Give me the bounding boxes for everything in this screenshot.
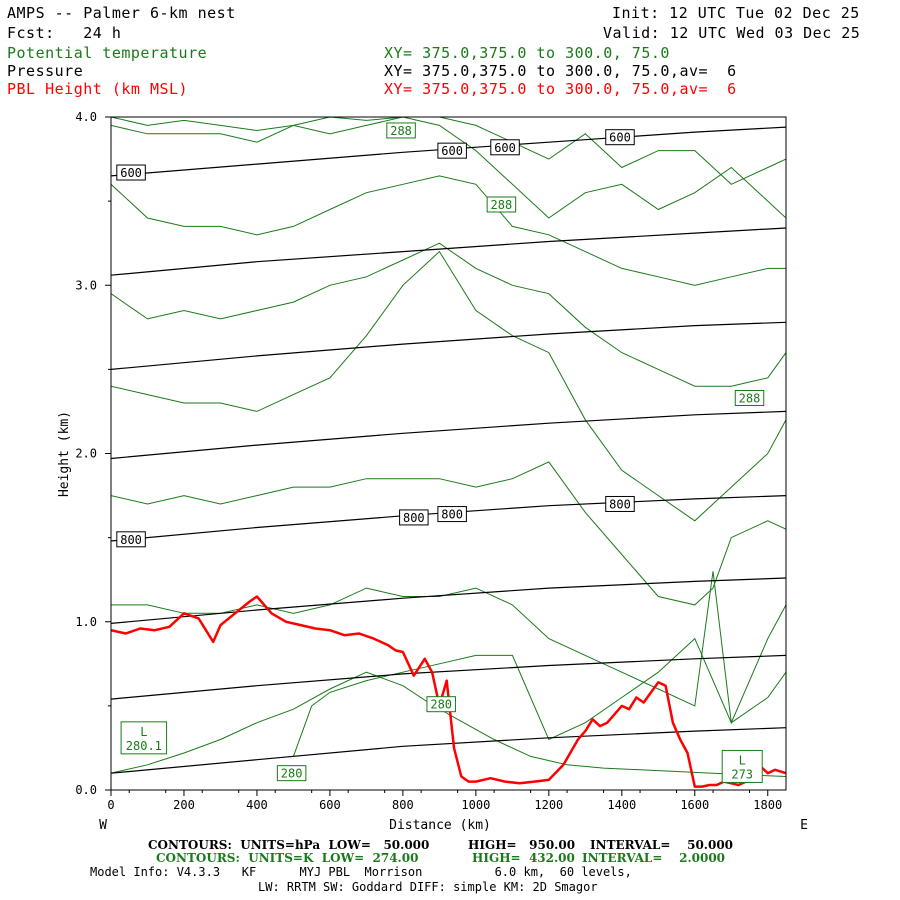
y-tick-label: 1.0 [75,615,97,629]
pressure-label: 600 [437,142,467,159]
pbl-height-line [111,595,786,788]
svg-text:L: L [140,725,147,739]
svg-text:273: 273 [731,767,753,781]
theta-contour-line [111,571,786,725]
x-tick-label: 800 [392,798,414,812]
y-tick-label: 4.0 [75,110,97,124]
theta-contour-line [111,242,786,387]
x-tick-label: 200 [173,798,195,812]
header-init: Init: 12 UTC Tue 02 Dec 25 [612,4,860,22]
svg-text:800: 800 [120,533,142,547]
footer-model-info2: LW: RRTM SW: Goddard DIFF: simple KM: 2D… [258,880,598,894]
field1-xy: XY= 375.0,375.0 to 300.0, 75.0 [384,44,670,62]
svg-text:600: 600 [609,131,631,145]
field3-name: PBL Height (km MSL) [7,80,189,98]
svg-text:L: L [739,753,746,767]
svg-text:800: 800 [609,497,631,511]
x-tick-label: 0 [107,798,114,812]
svg-text:280: 280 [281,767,303,781]
footer-pressure-high: HIGH= 950.00 [468,838,576,852]
footer-theta-high: HIGH= 432.00 [472,851,575,865]
pressure-contour-950 [111,727,786,774]
pressure-label: 800 [437,506,467,523]
y-axis-label: Height (km) [57,411,72,497]
theta-label: 288 [734,389,765,406]
west-label: W [99,818,107,833]
svg-text:280: 280 [430,698,452,712]
y-tick-label: 0.0 [75,783,97,797]
pressure-label: 800 [399,509,429,526]
svg-text:600: 600 [494,141,516,155]
x-tick-label: 1600 [680,798,709,812]
header-fcst: Fcst: 24 h [7,24,122,42]
footer-model-info: Model Info: V4.3.3 KF MYJ PBL Morrison 6… [90,865,632,879]
svg-text:600: 600 [441,144,463,158]
footer-theta-interval: INTERVAL= 2.0000 [582,851,726,865]
theta-label: 280 [426,696,456,713]
svg-text:600: 600 [120,166,142,180]
svg-text:800: 800 [441,508,463,522]
pressure-label: 600 [116,164,146,181]
x-axis-label: Distance (km) [389,818,491,833]
pressure-contour-750 [111,410,786,460]
pressure-contour-650 [111,227,786,276]
pressure-label: 600 [490,139,520,156]
theta-contour-line [292,637,786,757]
footer-theta-contours: CONTOURS: UNITS=K LOW= 274.00 [156,851,419,865]
field2-xy: XY= 375.0,375.0 to 300.0, 75.0,av= 6 [384,62,737,80]
pressure-contour-900 [111,654,786,700]
field1-name: Potential temperature [7,44,208,62]
pressure-contours [111,126,786,774]
theta-contour-line [111,117,786,219]
theta-label: 280 [276,765,307,782]
header-valid: Valid: 12 UTC Wed 03 Dec 25 [603,24,861,42]
theta-label: 288 [386,122,416,139]
x-tick-label: 1800 [753,798,782,812]
theta-contours [111,117,786,777]
x-tick-label: 1200 [534,798,563,812]
theta-contour-line [111,250,786,522]
theta-contour-line [111,461,786,606]
x-tick-label: 1400 [607,798,636,812]
theta-contour-line [111,117,786,185]
field2-name: Pressure [7,62,84,80]
svg-text:288: 288 [739,391,761,405]
header-title: AMPS -- Palmer 6-km nest [7,4,236,22]
contour-labels: 600 600 600 600 800 800 800 800 288 288 288 280 280 L… [116,122,765,783]
pressure-label: 800 [116,531,146,548]
svg-text:800: 800 [403,511,425,525]
footer-pressure-contours: CONTOURS: UNITS=hPa LOW= 50.000 [148,838,430,852]
pressure-label: 600 [605,129,635,146]
x-tick-label: 600 [319,798,341,812]
y-tick-label: 3.0 [75,278,97,292]
svg-text:288: 288 [491,198,513,212]
axes: 0 200 400 600 800 1000 1200 1400 1600 1800 0.0 1.0 2… [75,110,782,812]
pressure-label: 800 [605,495,635,512]
x-tick-label: 1000 [461,798,490,812]
theta-contour-line [111,175,786,286]
pressure-contour-700 [111,321,786,370]
east-label: E [800,818,808,833]
pressure-contour-850 [111,577,786,624]
svg-text:288: 288 [390,124,412,138]
y-tick-label: 2.0 [75,447,97,461]
footer-pressure-interval: INTERVAL= 50.000 [590,838,734,852]
field3-xy: XY= 375.0,375.0 to 300.0, 75.0,av= 6 [384,80,737,98]
theta-label: 288 [486,196,517,213]
pbl-height-series [111,595,786,788]
pressure-contour-800 [111,495,786,542]
x-tick-label: 400 [246,798,268,812]
svg-text:280.1: 280.1 [126,739,162,753]
pressure-contour-600 [111,126,786,177]
